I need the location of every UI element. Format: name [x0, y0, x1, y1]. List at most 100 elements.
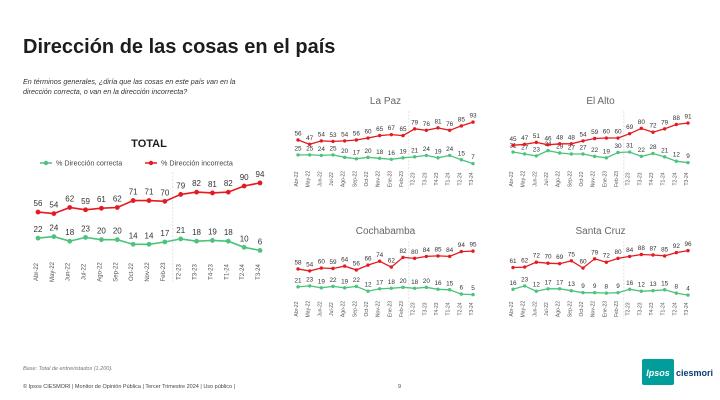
data-label-0-11: 22 [638, 147, 646, 154]
data-point-0-6 [366, 289, 370, 293]
data-label-1-5: 75 [568, 251, 576, 258]
data-label-0-7: 18 [376, 149, 384, 156]
x-tick-label-12: T4-23 [649, 172, 655, 185]
data-point-0-3 [331, 284, 335, 289]
data-label-1-2: 51 [533, 133, 541, 140]
x-tick-label-13: T2-24 [240, 264, 246, 280]
data-point-1-1 [307, 269, 312, 273]
data-point-0-0 [296, 285, 300, 289]
x-tick-label-11: T3-23 [637, 172, 643, 185]
data-point-0-11 [424, 285, 429, 290]
data-point-0-8 [604, 291, 609, 295]
chart-title-cochabamba: Cochabamba [356, 226, 416, 237]
x-tick-label-5: Sep-22 [352, 171, 358, 187]
data-point-0-7 [592, 154, 597, 159]
data-point-1-8 [162, 198, 168, 204]
data-label-0-6: 12 [364, 282, 372, 289]
data-point-1-14 [257, 180, 263, 186]
data-point-1-6 [130, 198, 136, 203]
data-label-0-14: 6 [258, 237, 263, 246]
data-label-1-0: 58 [294, 259, 302, 266]
x-tick-label-7: Nov-22 [591, 171, 597, 187]
x-tick-label-5: Sep-22 [113, 262, 119, 282]
data-label-0-6: 20 [364, 148, 372, 155]
data-label-1-10: 80 [411, 249, 419, 256]
data-point-1-10 [627, 254, 632, 259]
data-label-0-9: 30 [614, 143, 622, 150]
x-tick-label-0: Abr-22 [509, 301, 515, 316]
data-label-1-8: 67 [388, 125, 396, 132]
data-point-1-15 [686, 121, 690, 125]
x-tick-label-12: T4-23 [649, 302, 655, 315]
data-label-0-7: 22 [591, 147, 599, 154]
data-label-0-2: 19 [318, 278, 326, 285]
data-point-1-1 [51, 211, 57, 217]
data-point-1-9 [401, 255, 405, 260]
data-point-0-12 [651, 289, 655, 293]
data-point-1-12 [225, 189, 231, 195]
data-label-0-2: 12 [533, 282, 541, 289]
data-label-0-1: 23 [521, 276, 529, 283]
chart-title-el-alto: El Alto [586, 96, 615, 107]
data-label-0-12: 13 [649, 281, 657, 288]
data-point-1-4 [342, 264, 347, 268]
data-label-0-10: 18 [192, 228, 201, 237]
data-point-1-3 [546, 143, 550, 147]
data-point-0-10 [627, 287, 632, 291]
series-line-1 [512, 122, 689, 146]
data-point-0-0 [511, 287, 515, 291]
data-point-0-3 [546, 287, 550, 291]
data-point-1-1 [522, 265, 527, 269]
data-label-0-8: 16 [388, 150, 396, 157]
data-label-0-14: 6 [460, 285, 464, 292]
data-point-1-12 [436, 254, 440, 258]
data-point-0-3 [83, 234, 88, 240]
data-label-0-4: 20 [341, 148, 349, 155]
chart-title-la-paz: La Paz [370, 96, 401, 107]
data-label-1-15: 93 [469, 113, 477, 120]
data-point-0-5 [354, 157, 359, 161]
data-label-1-0: 56 [34, 199, 43, 208]
data-label-0-0: 25 [294, 145, 302, 152]
x-tick-label-10: T2-23 [626, 172, 632, 185]
data-point-1-11 [424, 254, 429, 259]
data-label-1-1: 47 [521, 135, 529, 142]
data-label-0-5: 27 [568, 144, 576, 151]
data-point-0-10 [412, 155, 417, 159]
data-point-0-14 [257, 248, 263, 253]
x-tick-label-4: Ago-22 [341, 171, 347, 187]
data-point-0-4 [99, 237, 104, 243]
data-point-0-15 [471, 292, 475, 297]
ipsos-logo-text: Ipsos [646, 368, 670, 378]
data-label-0-13: 15 [661, 280, 669, 287]
x-tick-label-15: T3-24 [469, 302, 475, 315]
series-line-0 [512, 285, 689, 296]
data-point-1-13 [241, 183, 247, 189]
x-tick-label-13: T1-24 [661, 302, 667, 315]
data-point-1-7 [377, 133, 382, 138]
data-label-0-14: 12 [673, 152, 681, 159]
data-label-1-13: 90 [240, 173, 249, 182]
x-tick-label-4: Ago-22 [556, 301, 562, 317]
data-label-0-12: 18 [224, 228, 233, 237]
data-label-1-3: 53 [329, 132, 337, 139]
data-label-0-10: 21 [411, 147, 419, 154]
x-tick-label-10: T3-23 [193, 264, 199, 280]
data-point-1-5 [114, 205, 120, 210]
data-point-0-14 [459, 292, 464, 296]
x-tick-label-14: T2-24 [457, 302, 463, 315]
data-label-1-8: 62 [388, 258, 396, 265]
data-label-0-7: 17 [376, 279, 384, 286]
x-tick-label-0: Abr-22 [34, 262, 40, 281]
data-label-0-6: 27 [579, 144, 587, 151]
data-point-1-14 [459, 249, 464, 254]
x-tick-label-4: Ago-22 [556, 171, 562, 187]
x-tick-label-2: Jun-22 [532, 171, 538, 187]
data-point-0-1 [307, 153, 312, 157]
data-point-0-15 [686, 293, 690, 297]
data-point-0-10 [194, 238, 199, 244]
data-label-0-3: 25 [329, 145, 337, 152]
data-point-0-11 [639, 289, 644, 293]
x-tick-label-15: T3-24 [684, 172, 690, 185]
